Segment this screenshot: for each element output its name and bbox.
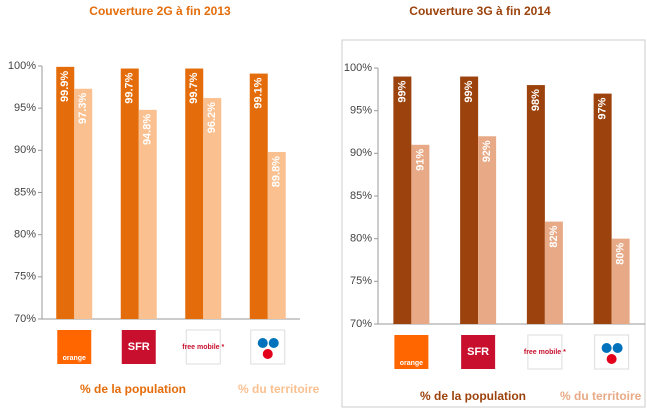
bar — [249, 73, 268, 319]
value-label: 96.2% — [206, 102, 218, 133]
legend-label: % de la population — [420, 389, 526, 403]
logo — [121, 330, 156, 364]
logo-dot — [612, 343, 623, 353]
y-tick-label: 70% — [14, 313, 36, 325]
bar — [138, 109, 157, 319]
logo — [185, 329, 221, 365]
x-tick-label: free mobile * — [524, 349, 566, 356]
value-label: 82% — [548, 225, 560, 247]
bar — [267, 152, 286, 319]
value-label: 98% — [530, 89, 542, 111]
value-label: 89.8% — [271, 156, 283, 187]
logo — [461, 335, 496, 369]
value-label: 91% — [414, 149, 426, 171]
y-tick-label: 95% — [350, 105, 372, 117]
y-tick-label: 75% — [350, 275, 372, 287]
logo — [57, 330, 92, 364]
logo-dot — [601, 343, 612, 353]
value-label: 80% — [615, 242, 627, 264]
value-label: 99.7% — [124, 72, 136, 103]
y-tick-label: 90% — [350, 147, 372, 159]
chart-title: Couverture 3G à fin 2014 — [409, 4, 551, 18]
bar — [544, 221, 563, 324]
bar — [74, 88, 93, 320]
y-tick-label: 90% — [14, 144, 36, 156]
legend-label: % de la population — [80, 382, 186, 396]
y-tick-label: 85% — [350, 190, 372, 202]
y-tick-label: 70% — [350, 318, 372, 330]
bar — [460, 76, 479, 325]
y-tick-label: 85% — [14, 186, 36, 198]
value-label: 94.8% — [142, 114, 154, 145]
legend-label: % du territoire — [238, 382, 320, 396]
x-tick-label: free mobile * — [182, 344, 224, 351]
x-tick-label: orange — [400, 360, 423, 367]
bar — [56, 66, 75, 320]
bar — [478, 136, 497, 324]
bar — [411, 144, 430, 324]
chart-frame — [341, 39, 646, 408]
bar — [593, 93, 612, 324]
value-label: 97% — [597, 97, 609, 119]
chart-title: Couverture 2G à fin 2013 — [89, 4, 231, 18]
bar — [120, 68, 139, 319]
bar — [185, 68, 204, 319]
value-label: 99.1% — [253, 77, 265, 108]
value-label: 92% — [481, 140, 493, 162]
value-label: 97.3% — [77, 93, 89, 124]
x-tick-label: orange — [63, 355, 86, 362]
logo — [594, 334, 630, 370]
value-label: 99.7% — [188, 72, 200, 103]
bar — [393, 76, 412, 325]
logo-dot — [268, 338, 279, 348]
logo — [527, 334, 563, 370]
logo — [394, 335, 429, 369]
bar — [611, 238, 630, 324]
bar — [203, 98, 222, 320]
value-label: 99% — [463, 80, 475, 102]
value-label: 99% — [396, 80, 408, 102]
legend-label: % du territoire — [560, 389, 642, 403]
value-label: 99.9% — [59, 71, 71, 102]
y-tick-label: 75% — [14, 271, 36, 283]
x-tick-label: SFR — [128, 341, 150, 353]
logo-dot — [257, 338, 268, 348]
x-tick-label: SFR — [467, 346, 489, 358]
y-tick-label: 100% — [8, 60, 36, 72]
y-tick-label: 95% — [14, 102, 36, 114]
logo-dot — [606, 354, 617, 364]
y-tick-label: 100% — [344, 62, 372, 74]
y-tick-label: 80% — [14, 229, 36, 241]
bar — [526, 85, 545, 324]
y-tick-label: 80% — [350, 233, 372, 245]
logo-dot — [262, 349, 273, 359]
